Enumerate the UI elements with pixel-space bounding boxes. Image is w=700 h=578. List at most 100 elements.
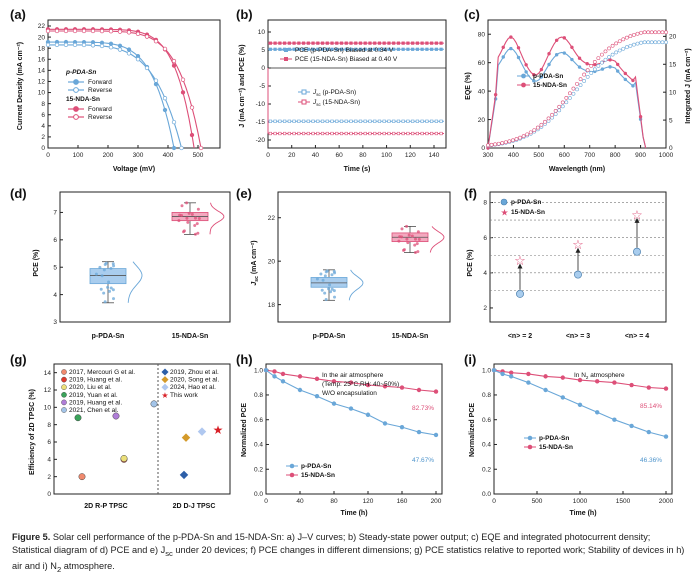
integ-marker bbox=[607, 46, 611, 51]
integ-marker bbox=[664, 40, 668, 45]
legend-reverse-2: Reverse bbox=[88, 114, 113, 121]
ssp-marker bbox=[325, 131, 329, 136]
integ-marker bbox=[635, 31, 640, 36]
data-point bbox=[102, 268, 106, 272]
point-nda-star: ☆ bbox=[631, 208, 643, 223]
eqe-y2-axis-label: Integrated J (mA cm⁻²) bbox=[685, 48, 692, 123]
eqe-marker bbox=[547, 51, 551, 56]
eqe-marker bbox=[631, 84, 635, 88]
ssp-marker bbox=[325, 41, 329, 45]
pce-box-frame bbox=[59, 191, 231, 323]
y-tick-label: -15 bbox=[256, 119, 266, 126]
x-tick-label: 120 bbox=[363, 498, 374, 505]
y-tick-label: 0.8 bbox=[254, 392, 263, 399]
y2-tick-label: 10 bbox=[669, 89, 677, 96]
x-tick-label: 20 bbox=[288, 152, 296, 159]
legend-pce-2: PCE (15-NDA-Sn) Biased at 0.40 V bbox=[295, 56, 398, 63]
data-point bbox=[185, 216, 189, 220]
stability-point bbox=[314, 376, 320, 382]
legend-marker bbox=[61, 384, 67, 391]
stability-point bbox=[543, 387, 548, 393]
integ-marker bbox=[660, 40, 665, 45]
stability-point bbox=[365, 412, 371, 417]
panel-e: (e) 18 20 22 Jsc (mA cm⁻²) p-PDA-Sn 15-NDA… bbox=[234, 178, 462, 353]
stability-point bbox=[272, 374, 277, 379]
x-tick-label: 200 bbox=[103, 152, 114, 159]
eqe-marker bbox=[532, 79, 536, 83]
eqe-marker bbox=[615, 62, 620, 67]
integ-marker bbox=[653, 40, 658, 45]
ssp-marker bbox=[373, 119, 377, 123]
integ-marker bbox=[649, 30, 654, 35]
data-point bbox=[416, 230, 420, 234]
ssp-marker bbox=[425, 131, 429, 136]
air-legend: p-PDA-Sn 15-NDA-Sn bbox=[286, 463, 335, 479]
caption-text: Solar cell performance of the p-PDA-Sn a… bbox=[12, 532, 651, 555]
eqe-marker bbox=[570, 45, 574, 49]
ssp-marker bbox=[320, 47, 325, 51]
eqe-plot-frame bbox=[487, 19, 667, 149]
jv-marker bbox=[72, 42, 78, 48]
integ-marker bbox=[656, 40, 661, 45]
ssp-marker bbox=[339, 119, 344, 123]
jv-marker bbox=[117, 29, 123, 34]
integ-marker bbox=[578, 83, 583, 88]
legend-entry: This work bbox=[170, 392, 199, 399]
legend-marker bbox=[73, 87, 79, 93]
integ-marker bbox=[507, 139, 512, 144]
ssp-marker bbox=[434, 41, 438, 45]
ssp-marker bbox=[387, 131, 391, 136]
y-tick-label: 0.8 bbox=[482, 392, 491, 399]
eqe-legend: p-PDA-Sn 15-NDA-Sn bbox=[517, 73, 567, 89]
legend-s2: 15-NDA-Sn bbox=[511, 209, 545, 216]
legend-group1: p-PDA-Sn bbox=[65, 69, 96, 76]
eqe-marker bbox=[608, 65, 612, 69]
ssp-marker bbox=[335, 41, 339, 45]
arrow-head bbox=[517, 263, 523, 269]
ssp-marker bbox=[301, 41, 306, 45]
x-tick-label: 0 bbox=[492, 498, 496, 505]
integ-marker bbox=[564, 100, 569, 105]
panel-i-label: (i) bbox=[464, 352, 476, 367]
stability-point bbox=[382, 384, 388, 389]
x-tick-label: 500 bbox=[193, 152, 204, 159]
jv-marker bbox=[135, 31, 141, 36]
ssp-marker bbox=[316, 41, 320, 45]
arrow-head bbox=[575, 247, 581, 253]
stability-point bbox=[526, 380, 531, 385]
y-tick-label: 4 bbox=[47, 457, 51, 464]
ssp-marker bbox=[339, 47, 344, 51]
stability-point bbox=[560, 395, 565, 400]
ssp-marker bbox=[434, 119, 438, 123]
x-tick-label: 800 bbox=[610, 152, 621, 159]
jv-pda-reverse bbox=[48, 44, 183, 149]
integ-marker bbox=[614, 50, 619, 55]
ssp-marker bbox=[344, 119, 348, 123]
cat-pda: p-PDA-Sn bbox=[92, 333, 125, 340]
n2-value-nda: 85.14% bbox=[640, 403, 662, 410]
ssp-marker bbox=[311, 119, 315, 123]
data-point bbox=[405, 237, 409, 241]
y-tick-label: 80 bbox=[478, 31, 486, 38]
stability-point bbox=[612, 417, 617, 422]
data-point bbox=[324, 298, 328, 302]
panel-a: (a) 0 2 4 6 8 10 12 14 16 18 20 22 0 100 200 300 400 500 … bbox=[8, 6, 233, 181]
legend-s1: p-PDA-Sn bbox=[533, 73, 563, 80]
y-tick-label: 6 bbox=[483, 235, 487, 242]
y-tick-label: 10 bbox=[38, 90, 46, 97]
jv-legend: p-PDA-Sn Forward Reverse 15-NDA-Sn Forwa… bbox=[65, 69, 113, 121]
eqe-marker bbox=[585, 62, 589, 66]
x-tick-label: 2000 bbox=[659, 498, 674, 505]
legend-marker bbox=[73, 106, 79, 112]
ssp-marker bbox=[401, 119, 405, 123]
ssp-marker bbox=[316, 119, 320, 123]
x-tick-label: 80 bbox=[359, 152, 367, 159]
eqe-marker bbox=[539, 67, 544, 72]
stability-point bbox=[399, 424, 405, 430]
integ-marker bbox=[632, 32, 636, 37]
cat-n2: <n> = 2 bbox=[508, 333, 532, 340]
ssp-marker bbox=[330, 41, 334, 45]
ssp-marker bbox=[344, 41, 348, 45]
x-tick-label: 0 bbox=[266, 152, 270, 159]
